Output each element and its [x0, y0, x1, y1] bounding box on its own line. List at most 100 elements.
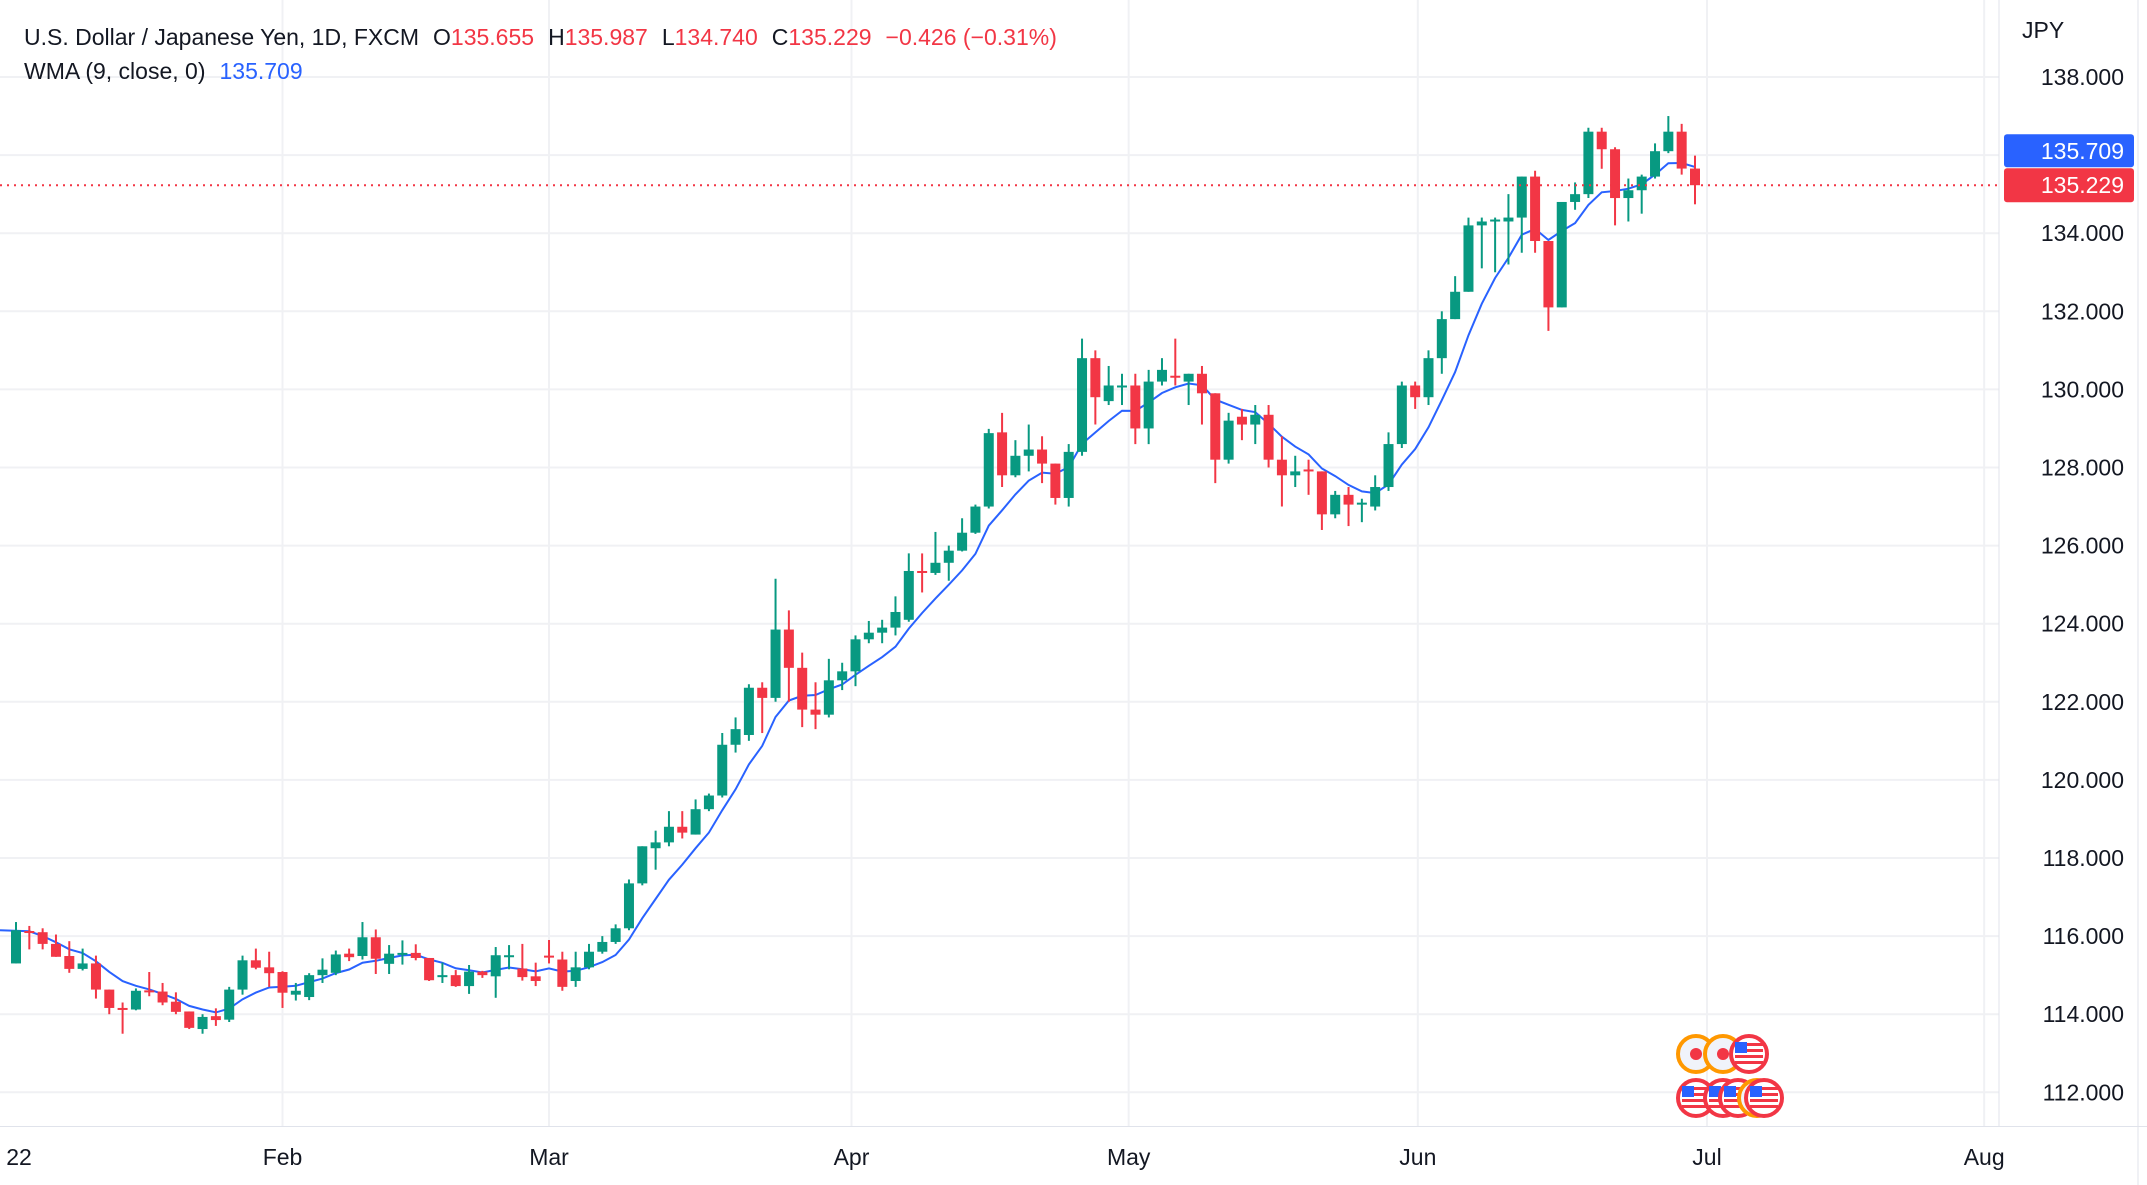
candle-body — [1596, 131, 1607, 150]
candle-body — [943, 550, 954, 563]
candle — [1130, 373, 1141, 445]
candle — [370, 929, 381, 974]
candle — [597, 936, 608, 954]
candle-body — [1476, 221, 1487, 226]
candle-body — [570, 967, 581, 982]
candles — [11, 116, 1700, 1034]
x-tick-label: 22 — [6, 1144, 32, 1170]
candle-body — [477, 971, 488, 976]
candle-body — [1196, 373, 1207, 394]
candle — [1610, 147, 1621, 226]
candle — [1143, 369, 1154, 445]
candle — [290, 982, 301, 1001]
candle-body — [11, 930, 21, 964]
candle — [583, 943, 594, 970]
candle-body — [1263, 414, 1274, 460]
candle — [50, 934, 61, 957]
candle-body — [1303, 469, 1314, 472]
candle — [810, 682, 821, 730]
x-tick-label: Feb — [263, 1144, 303, 1170]
candle — [1303, 459, 1314, 495]
us-flag-canton — [1735, 1042, 1747, 1053]
candle — [743, 684, 754, 741]
us-flag-icon[interactable] — [1744, 1078, 1784, 1118]
candle — [717, 733, 728, 798]
candle-body — [1063, 451, 1074, 498]
candle-body — [863, 632, 874, 640]
candle — [943, 545, 954, 581]
candle-body — [1423, 358, 1434, 398]
price-axis[interactable]: 112.000 114.000 116.000 118.000 120.000 122.0… — [2041, 64, 2124, 1105]
candle — [304, 973, 315, 1001]
wma-price-label: 135.709 — [2041, 138, 2124, 164]
candle-body — [450, 975, 461, 987]
candle — [1663, 116, 1674, 154]
symbol-title: U.S. Dollar / Japanese Yen, 1D, FXCM — [24, 24, 420, 50]
candle-body — [1690, 168, 1700, 186]
candle — [1636, 174, 1647, 214]
candle-body — [1117, 385, 1128, 388]
candle — [1077, 338, 1088, 456]
candle-body — [1396, 385, 1407, 445]
candle-body — [90, 963, 101, 990]
candle-body — [1156, 369, 1167, 382]
candle — [663, 811, 674, 847]
candle — [1410, 381, 1421, 409]
candle-body — [1103, 385, 1114, 402]
candle-body — [1210, 393, 1221, 460]
candle-body — [37, 932, 48, 944]
candle-body — [464, 971, 475, 987]
us-flag-canton — [1709, 1086, 1721, 1097]
candle-body — [557, 959, 568, 987]
us-flag-icon[interactable] — [1676, 1078, 1716, 1118]
candle-body — [1090, 358, 1101, 398]
last-price-tag — [2004, 168, 2134, 203]
candle-body — [890, 611, 901, 628]
event-markers[interactable] — [1676, 1034, 1784, 1118]
candle — [197, 1014, 208, 1034]
candle — [850, 635, 861, 687]
japan-flag-dot — [1717, 1048, 1729, 1060]
candle-body — [1010, 455, 1021, 476]
candle-body — [1450, 291, 1461, 320]
candle-body — [970, 506, 981, 533]
candle-body — [490, 955, 501, 977]
candle — [890, 596, 901, 636]
candle-body — [1223, 420, 1234, 460]
us-flag-stripe — [1724, 1105, 1752, 1108]
candle-body — [930, 562, 941, 573]
candle — [1690, 155, 1700, 205]
candle-body — [250, 960, 261, 968]
us-flag-stripe — [1682, 1099, 1710, 1102]
candle-body — [317, 969, 328, 976]
candle — [1543, 241, 1554, 331]
candle-body — [1316, 471, 1327, 515]
candle-body — [810, 709, 821, 715]
candle — [917, 553, 928, 593]
candle — [677, 811, 688, 839]
candle — [1117, 373, 1128, 406]
candle-body — [370, 937, 381, 959]
indicator-legend[interactable]: WMA (9, close, 0) 135.709 — [24, 58, 303, 85]
candle-body — [1290, 471, 1301, 476]
candle — [1530, 170, 1541, 253]
candle — [1596, 127, 1607, 169]
candle — [690, 799, 701, 835]
us-flag-canton — [1682, 1086, 1694, 1097]
candle-body — [850, 639, 861, 672]
last-price-label: 135.229 — [2041, 172, 2124, 198]
candle-body — [623, 883, 634, 929]
candle — [957, 518, 968, 552]
candle — [1063, 444, 1074, 507]
candle-body — [877, 627, 888, 633]
us-flag-stripe — [1735, 1043, 1763, 1046]
time-axis[interactable]: 22 Feb Mar Apr May Jun Jul Aug — [6, 1144, 2004, 1170]
candle — [344, 948, 355, 962]
candle — [224, 986, 235, 1023]
candle-body — [117, 1007, 128, 1010]
candle-body — [50, 943, 61, 957]
us-flag-icon[interactable] — [1729, 1034, 1769, 1074]
candle — [450, 970, 461, 987]
candle — [1343, 487, 1354, 527]
